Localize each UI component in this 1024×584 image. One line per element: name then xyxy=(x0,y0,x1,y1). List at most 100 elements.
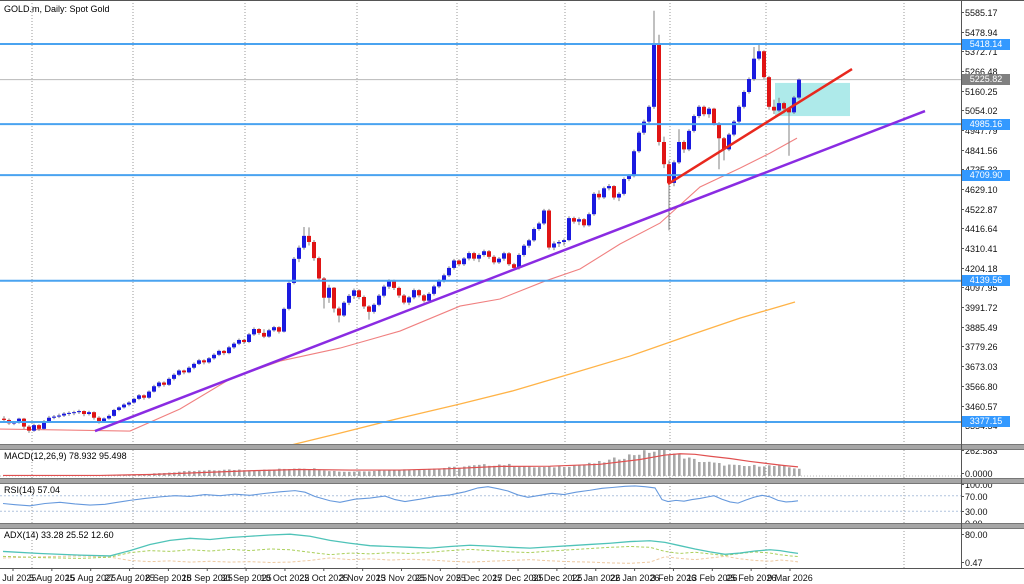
price-tick-label: 4416.64 xyxy=(965,224,998,234)
macd-histogram-bar xyxy=(223,470,226,476)
bull-candle xyxy=(427,294,431,301)
macd-histogram-bar xyxy=(393,470,396,476)
bull-candle xyxy=(172,375,176,379)
macd-histogram-bar xyxy=(663,450,666,476)
bear-candle xyxy=(27,427,31,431)
bull-candle xyxy=(77,411,81,412)
bull-candle xyxy=(497,259,501,263)
bear-candle xyxy=(472,253,476,259)
bear-candle xyxy=(782,103,786,109)
bull-candle xyxy=(87,412,91,414)
bull-candle xyxy=(742,92,746,107)
bull-candle xyxy=(207,358,211,362)
bull-candle xyxy=(632,151,636,176)
macd-histogram-bar xyxy=(523,466,526,476)
time-axis-line xyxy=(0,568,1024,569)
bull-candle xyxy=(567,218,571,240)
macd-histogram-bar xyxy=(338,472,341,476)
bull-candle xyxy=(252,329,256,334)
bear-candle xyxy=(417,290,421,295)
bull-candle xyxy=(652,44,656,107)
macd-histogram-bar xyxy=(428,469,431,476)
macd-histogram-bar xyxy=(648,453,651,476)
bull-candle xyxy=(32,425,36,431)
bull-candle xyxy=(607,186,611,188)
bull-candle xyxy=(107,416,111,419)
pane-separator[interactable] xyxy=(0,523,1024,529)
bear-candle xyxy=(572,218,576,222)
bear-candle xyxy=(397,288,401,296)
bear-candle xyxy=(717,123,721,138)
macd-histogram-bar xyxy=(388,470,391,476)
bear-candle xyxy=(702,107,706,114)
macd-histogram-bar xyxy=(573,465,576,476)
macd-histogram-bar xyxy=(348,472,351,476)
bear-candle xyxy=(362,297,366,306)
bull-candle xyxy=(372,305,376,312)
bear-candle xyxy=(392,281,396,288)
macd-histogram-bar xyxy=(683,459,686,476)
macd-histogram-bar xyxy=(673,454,676,476)
macd-histogram-bar xyxy=(373,471,376,476)
macd-histogram-bar xyxy=(438,468,441,476)
bear-candle xyxy=(582,219,586,225)
chart-title: GOLD.m, Daily: Spot Gold xyxy=(4,4,110,14)
macd-histogram-bar xyxy=(368,471,371,476)
macd-label: MACD(12,26,9) 78.932 95.498 xyxy=(4,451,127,461)
macd-histogram-bar xyxy=(308,469,311,476)
macd-histogram-bar xyxy=(508,464,511,476)
bull-candle xyxy=(737,107,741,122)
bear-candle xyxy=(97,418,101,422)
macd-histogram-bar xyxy=(693,459,696,476)
pane-separator[interactable] xyxy=(0,444,1024,450)
bull-candle xyxy=(532,229,536,240)
bull-candle xyxy=(197,360,201,364)
bull-candle xyxy=(537,223,541,229)
bull-candle xyxy=(177,371,181,375)
macd-histogram-bar xyxy=(343,472,346,476)
bull-candle xyxy=(432,286,436,293)
macd-histogram-bar xyxy=(608,460,611,476)
macd-histogram-bar xyxy=(203,471,206,476)
macd-histogram-bar xyxy=(513,466,516,476)
bull-candle xyxy=(122,405,126,408)
macd-histogram-bar xyxy=(533,467,536,476)
adx-label: ADX(14) 33.28 25.52 12.60 xyxy=(4,530,114,540)
bear-candle xyxy=(667,164,671,183)
macd-histogram-bar xyxy=(798,469,801,476)
bull-candle xyxy=(187,368,191,373)
bull-candle xyxy=(552,243,556,247)
macd-histogram-bar xyxy=(753,465,756,476)
price-tick-label: 3885.49 xyxy=(965,323,998,333)
bull-candle xyxy=(382,287,386,296)
macd-histogram-bar xyxy=(768,465,771,476)
bull-candle xyxy=(502,253,506,258)
adx-minus-di-line xyxy=(3,556,798,563)
macd-histogram-bar xyxy=(413,470,416,476)
bull-candle xyxy=(192,364,196,368)
pane-separator[interactable] xyxy=(0,478,1024,484)
price-tick-label: 5160.25 xyxy=(965,87,998,97)
rsi-label: RSI(14) 57.04 xyxy=(4,485,60,495)
macd-histogram-bar xyxy=(728,465,731,476)
bull-candle xyxy=(352,290,356,296)
bull-candle xyxy=(297,248,301,259)
macd-histogram-bar xyxy=(718,463,721,476)
macd-histogram-bar xyxy=(408,470,411,476)
macd-histogram-bar xyxy=(558,466,561,476)
macd-histogram-bar xyxy=(793,468,796,476)
macd-histogram-bar xyxy=(758,467,761,476)
macd-histogram-bar xyxy=(483,464,486,476)
salmon-ma-line xyxy=(0,138,797,431)
macd-histogram-bar xyxy=(478,465,481,476)
bear-candle xyxy=(262,333,266,337)
macd-histogram-bar xyxy=(668,455,671,476)
bull-candle xyxy=(687,131,691,150)
current-price-badge: 5225.82 xyxy=(962,74,1010,85)
macd-histogram-bar xyxy=(778,465,781,476)
bull-candle xyxy=(132,399,136,403)
macd-histogram-bar xyxy=(543,467,546,476)
macd-histogram-bar xyxy=(538,467,541,476)
bull-candle xyxy=(452,261,456,268)
